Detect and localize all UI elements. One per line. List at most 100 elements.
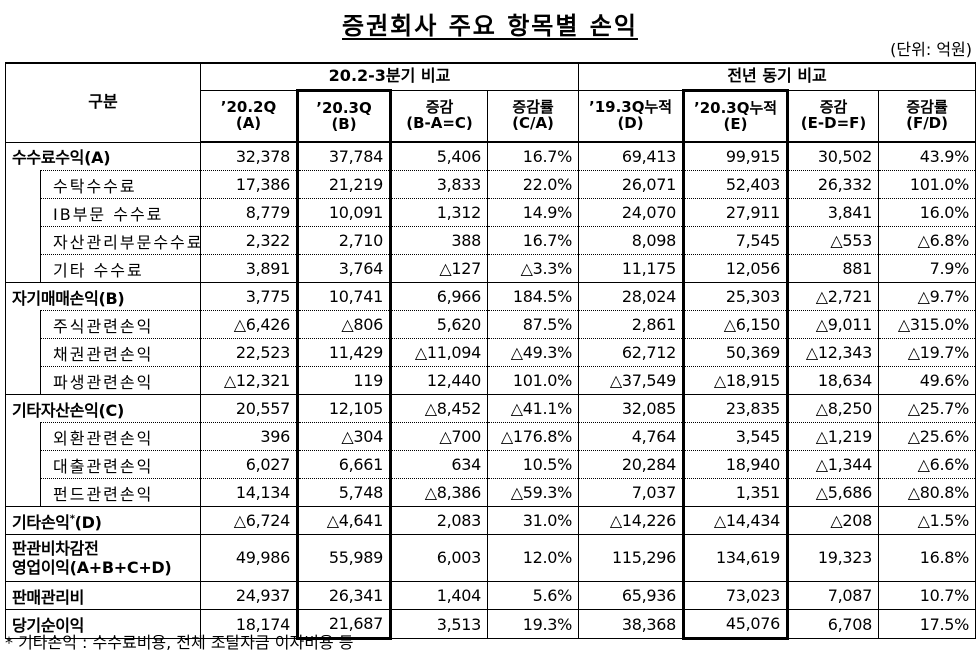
unit-note: (단위: 억원) bbox=[890, 40, 972, 59]
value-cell: 10.5% bbox=[487, 450, 580, 479]
column-header-line: ’20.3Q bbox=[316, 98, 372, 117]
header-row: 구분 20.2-3분기 비교 전년 동기 비교 bbox=[4, 62, 977, 142]
indent bbox=[5, 366, 41, 395]
column-header-line: (C/A) bbox=[512, 114, 554, 132]
column-header-line: ’20.3Q누적 bbox=[694, 98, 778, 117]
value-cell: 3,513 bbox=[390, 609, 489, 639]
row-label: 대출관련손익 bbox=[39, 450, 202, 479]
row-label: 채권관련손익 bbox=[39, 338, 202, 367]
row-label: 기타자산손익(C) bbox=[4, 394, 202, 423]
value-cell: 6,966 bbox=[390, 282, 489, 311]
value-cell: △208 bbox=[787, 506, 880, 535]
value-cell: 16.7% bbox=[487, 226, 580, 255]
value-cell: △5,686 bbox=[787, 478, 880, 507]
section-row: 자기매매손익(B) 3,775 10,741 6,966 184.5% 28,024 25,… bbox=[4, 282, 977, 311]
value-cell: 22,523 bbox=[200, 338, 299, 367]
value-cell: 27,911 bbox=[682, 198, 790, 227]
value-cell: △12,321 bbox=[200, 366, 299, 395]
value-cell: 7.9% bbox=[878, 254, 977, 283]
column-header: 증감 (B-A=C) bbox=[390, 90, 489, 143]
value-cell: 25,303 bbox=[682, 282, 790, 311]
row-label-text: 수수료수익(A) bbox=[12, 148, 111, 168]
value-cell: △49.3% bbox=[487, 338, 580, 367]
value-cell: 16.0% bbox=[878, 198, 977, 227]
row-label: 펀드관련손익 bbox=[39, 478, 202, 507]
section-row: 수수료수익(A) 32,378 37,784 5,406 16.7% 69,413 99,9… bbox=[4, 141, 977, 171]
value-cell: △12,343 bbox=[787, 338, 880, 367]
value-cell: 45,076 bbox=[682, 609, 790, 640]
value-cell: 3,545 bbox=[682, 422, 790, 451]
value-cell: △8,452 bbox=[390, 394, 489, 423]
row-label: 판매관리비 bbox=[4, 581, 202, 610]
column-header-line: 증감률 bbox=[906, 98, 948, 117]
value-cell: △8,250 bbox=[787, 394, 880, 423]
indent bbox=[5, 478, 41, 507]
column-header: ’20.2Q (A) bbox=[200, 90, 299, 143]
value-cell: 87.5% bbox=[487, 310, 580, 339]
column-header-line: (D) bbox=[617, 114, 644, 132]
row-label: 자산관리부문수수료 bbox=[39, 226, 202, 255]
value-cell: △6,150 bbox=[682, 310, 790, 339]
value-cell: 6,003 bbox=[390, 534, 489, 582]
value-cell: 8,098 bbox=[578, 226, 685, 255]
group-header: 20.2-3분기 비교 bbox=[200, 62, 580, 91]
indent bbox=[5, 450, 41, 479]
value-cell: △8,386 bbox=[390, 478, 489, 507]
value-cell: 1,351 bbox=[682, 478, 790, 507]
column-header-line: (A) bbox=[235, 114, 262, 132]
value-cell: 5,406 bbox=[390, 141, 489, 171]
row-label-line: 영업이익(A+B+C+D) bbox=[12, 558, 172, 577]
value-cell: △59.3% bbox=[487, 478, 580, 507]
value-cell: 26,341 bbox=[296, 581, 393, 610]
value-cell: 101.0% bbox=[487, 366, 580, 395]
row-label: 당기순이익 bbox=[4, 609, 202, 639]
value-cell: 5,748 bbox=[296, 478, 393, 507]
value-cell: 6,027 bbox=[200, 450, 299, 479]
value-cell: 16.8% bbox=[878, 534, 977, 582]
value-cell: 7,037 bbox=[578, 478, 685, 507]
row-label-line: 판관비차감전 bbox=[12, 538, 99, 558]
value-cell: 49,986 bbox=[200, 534, 299, 582]
indent bbox=[5, 226, 41, 255]
value-cell: 65,936 bbox=[578, 581, 685, 610]
row-label-text: 자기매매손익(B) bbox=[12, 288, 125, 308]
column-header: ’20.3Q (B) bbox=[296, 89, 393, 143]
value-cell: 12,440 bbox=[390, 366, 489, 395]
indent bbox=[5, 198, 41, 227]
value-cell: 19.3% bbox=[487, 609, 580, 639]
value-cell: 32,085 bbox=[578, 394, 685, 423]
column-header: 증감률 (C/A) bbox=[487, 90, 580, 143]
value-cell: 20,284 bbox=[578, 450, 685, 479]
section-row: 판매관리비 24,937 26,341 1,404 5.6% 65,936 73,023 7,… bbox=[4, 581, 977, 610]
title-text: 증권회사 주요 항목별 손익 bbox=[342, 12, 638, 40]
value-cell: 10,741 bbox=[296, 282, 393, 311]
value-cell: 3,891 bbox=[200, 254, 299, 283]
value-cell: △6,724 bbox=[200, 506, 299, 535]
row-label: 판관비차감전 영업이익(A+B+C+D) bbox=[4, 534, 202, 582]
value-cell: 17,386 bbox=[200, 170, 299, 199]
column-header: 증감률 (F/D) bbox=[878, 90, 977, 143]
row-label: 자기매매손익(B) bbox=[4, 282, 202, 311]
value-cell: △127 bbox=[390, 254, 489, 283]
column-header-line: (E-D=F) bbox=[800, 114, 867, 132]
value-cell: 26,332 bbox=[787, 170, 880, 199]
value-cell: 11,429 bbox=[296, 338, 393, 367]
item-row: IB부문 수수료 8,779 10,091 1,312 14.9% 24,070 27,91… bbox=[5, 198, 977, 227]
value-cell: △1,344 bbox=[787, 450, 880, 479]
column-header-line: (B-A=C) bbox=[406, 114, 473, 132]
value-cell: 43.9% bbox=[878, 141, 977, 171]
value-cell: 8,779 bbox=[200, 198, 299, 227]
value-cell: △806 bbox=[296, 310, 393, 339]
item-row: 채권관련손익 22,523 11,429 △11,094 △49.3% 62,712 50,… bbox=[5, 338, 977, 367]
indent bbox=[5, 170, 41, 199]
value-cell: △14,434 bbox=[682, 506, 790, 535]
footnote-mark: * bbox=[69, 513, 75, 525]
column-header-line: 증감 bbox=[819, 98, 848, 117]
section-row: 기타자산손익(C) 20,557 12,105 △8,452 △41.1% 32,085 2… bbox=[4, 394, 977, 423]
value-cell: 7,087 bbox=[787, 581, 880, 610]
item-row: 주식관련손익 △6,426 △806 5,620 87.5% 2,861 △6,150 △9,… bbox=[5, 310, 977, 339]
value-cell: 99,915 bbox=[682, 141, 790, 171]
value-cell: 50,369 bbox=[682, 338, 790, 367]
row-label-suffix: (D) bbox=[74, 512, 102, 532]
profit-table: 구분 20.2-3분기 비교 전년 동기 비교 ’20.2Q (A) ’20.3Q (B) 증… bbox=[4, 62, 977, 640]
